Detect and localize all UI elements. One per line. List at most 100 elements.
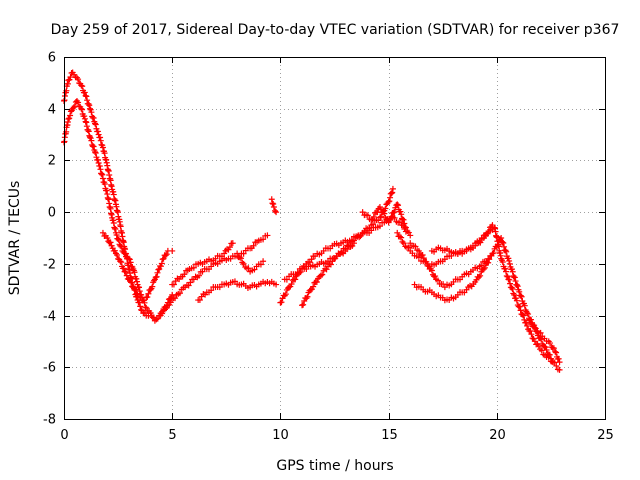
data-point — [294, 269, 301, 276]
data-point — [502, 247, 509, 254]
data-point — [94, 156, 101, 163]
data-point — [502, 265, 509, 272]
data-point — [550, 345, 557, 352]
data-point — [398, 234, 405, 241]
data-point — [475, 274, 482, 281]
data-point — [532, 325, 539, 332]
data-point — [120, 265, 127, 272]
data-point — [123, 250, 130, 257]
data-point — [517, 292, 524, 299]
data-point — [542, 344, 549, 351]
data-point — [537, 329, 544, 336]
data-point — [396, 233, 403, 240]
data-point — [375, 217, 382, 224]
data-point — [501, 243, 508, 250]
data-point — [157, 263, 164, 270]
data-point — [401, 220, 408, 227]
data-point — [397, 208, 404, 215]
plot-frame — [64, 57, 606, 420]
data-point — [96, 163, 103, 170]
data-point — [229, 240, 236, 247]
x-tick-label: 20 — [489, 428, 506, 443]
points-layer — [61, 69, 563, 373]
data-point — [133, 275, 140, 282]
data-point — [498, 235, 505, 241]
data-point — [149, 283, 156, 290]
data-point — [527, 327, 534, 334]
data-point — [144, 293, 151, 300]
data-point — [538, 336, 545, 343]
data-point — [98, 170, 105, 177]
data-point — [88, 137, 95, 144]
data-point — [196, 296, 203, 303]
data-point — [329, 258, 336, 265]
data-point — [389, 185, 396, 192]
data-point — [66, 115, 73, 122]
x-tick-label: 0 — [60, 428, 68, 443]
data-point — [240, 250, 247, 257]
data-point — [125, 255, 132, 262]
data-point — [94, 128, 101, 135]
data-point — [378, 213, 385, 220]
chart-title: Day 259 of 2017, Sidereal Day-to-day VTE… — [51, 22, 620, 38]
series-track-r — [526, 317, 563, 366]
data-point — [273, 209, 280, 216]
data-point — [67, 73, 74, 80]
data-point — [500, 239, 507, 246]
data-point — [499, 258, 506, 265]
data-point — [98, 171, 105, 178]
data-point — [391, 214, 398, 221]
data-point — [480, 235, 487, 241]
y-tick-label: -4 — [43, 310, 56, 325]
data-point — [304, 293, 311, 300]
data-point — [477, 272, 484, 279]
data-point — [268, 196, 275, 203]
data-point — [85, 100, 92, 107]
data-point — [520, 312, 527, 319]
x-tick-label: 10 — [272, 428, 289, 443]
series-track-f — [234, 250, 267, 275]
grid-layer — [64, 57, 605, 419]
x-axis-label: GPS time / hours — [276, 458, 393, 474]
data-point — [390, 209, 397, 216]
data-point — [370, 213, 377, 220]
data-point — [122, 269, 129, 276]
data-point — [145, 290, 152, 297]
data-point — [84, 97, 91, 104]
data-point — [133, 290, 140, 297]
data-point — [78, 82, 85, 89]
y-tick-label: -6 — [43, 361, 56, 376]
data-point — [389, 189, 396, 196]
data-point — [405, 229, 412, 236]
data-point — [73, 97, 80, 104]
series-track-j — [277, 214, 414, 306]
data-point — [93, 154, 100, 161]
data-point — [288, 281, 295, 288]
data-point — [103, 187, 110, 194]
data-point — [137, 303, 144, 310]
data-point — [292, 276, 299, 283]
data-point — [478, 262, 485, 269]
data-point — [260, 258, 267, 265]
data-point — [81, 89, 88, 96]
data-point — [278, 299, 285, 306]
data-point — [503, 272, 510, 279]
data-point — [485, 255, 492, 262]
data-point — [506, 257, 513, 264]
data-point — [485, 228, 492, 235]
data-point — [162, 252, 169, 259]
data-point — [509, 268, 516, 275]
data-point — [75, 76, 82, 83]
data-point — [283, 276, 290, 283]
data-point — [65, 116, 72, 123]
data-point — [519, 311, 526, 318]
series-track-b — [61, 97, 154, 316]
data-point — [546, 351, 553, 358]
data-point — [158, 260, 165, 267]
data-point — [407, 232, 414, 239]
data-point — [85, 128, 92, 135]
data-point — [169, 247, 176, 254]
data-point — [251, 266, 258, 273]
data-point — [92, 148, 99, 155]
data-point — [67, 112, 74, 119]
